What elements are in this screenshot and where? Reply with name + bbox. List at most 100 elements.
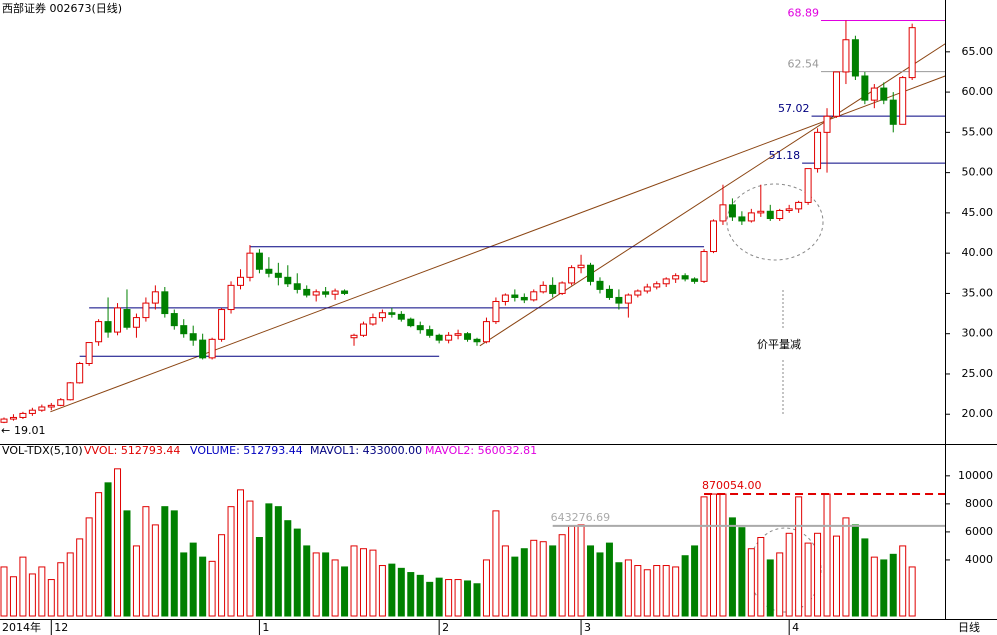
volume-bar [255,537,263,617]
y-tick-label: 20.00 [962,407,994,420]
candle-body [359,323,367,336]
candle-body [605,288,613,298]
volume-bar [710,493,717,617]
x-tick-label: 2 [442,621,449,634]
candle-body [539,284,547,293]
candle-body [0,418,8,423]
candle-body [189,333,197,341]
volume-bar [132,545,140,617]
candle-body [218,309,226,340]
volume-bar [359,548,367,617]
volume-bar [407,572,415,617]
candle-body [785,208,793,211]
candle-body [407,318,415,327]
candle-body [123,309,131,328]
volume-bar [539,541,547,617]
candle-body [151,291,159,304]
candle-body [681,275,689,280]
candle-body [293,283,301,290]
candle-body [624,294,632,304]
volume-bar [766,559,774,617]
volume-bar [388,563,396,617]
volume-bar [199,556,207,617]
volume-bar [880,559,888,617]
volume-bar [814,532,822,617]
candle-body [454,333,462,336]
volume-bar [123,510,131,617]
x-end-label: 日线 [958,620,980,634]
volume-level-label: 643276.69 [551,511,611,524]
volume-bar [331,559,339,617]
legend-entry: MAVOL1: 433000.00 [310,444,422,457]
volume-bar [95,492,103,617]
candle-body [426,329,434,336]
candle-body [38,406,46,411]
volume-bar [180,552,188,617]
candle-body [492,300,500,323]
candle-body [199,339,207,359]
candle-body [823,115,831,133]
y-tick-label: 8000 [965,497,993,510]
candle-body [710,220,717,253]
volume-bar [785,532,793,617]
price-label: 62.54 [788,58,820,71]
volume-bar [350,545,358,617]
volume-bar [558,534,566,617]
x-start-label: 2014年 [2,620,41,634]
candle-body [180,325,188,335]
price-arrow: ← [1,424,10,437]
price-label: 19.01 [14,424,46,437]
candle-body [104,321,112,333]
candle-body [832,71,840,117]
volume-bar [662,565,670,617]
volume-bar [870,556,878,617]
y-tick-label: 55.00 [962,125,994,138]
volume-bar [274,506,282,617]
candle-body [265,268,273,274]
annotation: 价平量减 [757,338,801,351]
volume-bar [823,493,831,617]
candle-body [274,272,282,278]
candle-body [255,252,263,270]
candle-body [47,404,55,408]
candle-body [908,27,916,79]
legend-entry: VOLUME: 512793.44 [190,444,303,457]
volume-bar [757,537,765,617]
price-label: 57.02 [778,102,810,115]
candle-body [170,313,178,327]
candle-body [341,290,349,294]
volume-bar [85,517,93,617]
y-tick-label: 30.00 [962,327,994,340]
candle-body [776,209,784,220]
candle-body [766,210,774,220]
candle-body [804,168,812,203]
volume-bar [0,566,8,617]
volume-bar [208,560,216,617]
candle-body [246,252,254,278]
candle-body [388,312,396,315]
volume-bar [530,539,538,617]
volume-bar [747,548,755,617]
volume-bar [151,524,159,617]
candle-body [691,278,699,282]
volume-bar [9,576,17,617]
volume-bar [549,545,557,617]
volume-bar [577,524,585,617]
y-tick-label: 10000 [958,469,993,482]
volume-bar [851,524,859,617]
volume-bar [520,548,528,617]
candle-body [464,333,472,340]
volume-bar [66,552,74,617]
volume-bar [246,500,254,617]
volume-bar [624,559,632,617]
candle-body [416,325,424,331]
candle-body [28,409,36,414]
candle-body [738,216,746,222]
candle-body [568,267,576,284]
volume-bar [104,482,112,617]
candle-body [227,284,235,311]
candle-body [132,317,140,328]
volume-bar [776,552,784,617]
candle-body [435,334,443,341]
volume-bar [189,542,197,617]
